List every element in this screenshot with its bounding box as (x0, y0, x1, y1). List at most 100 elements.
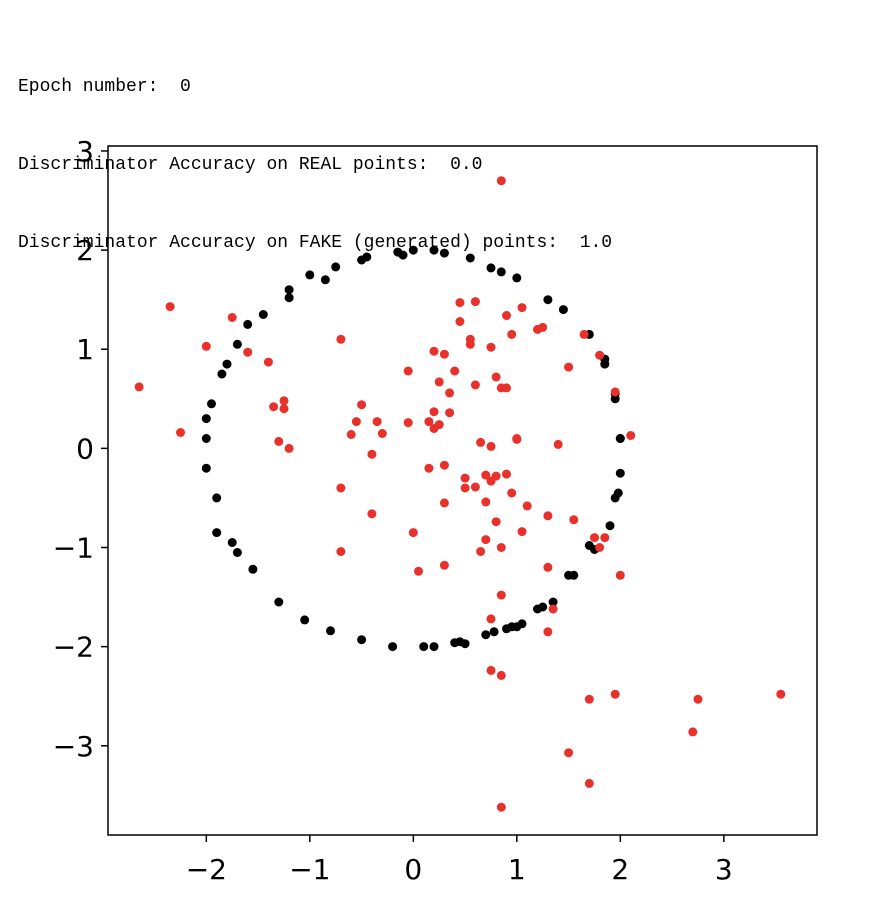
data-point-series-1 (346, 430, 356, 439)
data-point-series-1 (279, 396, 289, 406)
data-point-series-0 (326, 626, 335, 636)
data-point-series-1 (429, 346, 439, 356)
x-tick-label: 3 (715, 853, 733, 886)
data-point-series-1 (610, 689, 620, 699)
data-point-series-1 (414, 566, 423, 576)
data-point-series-1 (507, 329, 517, 339)
data-point-series-1 (403, 366, 413, 376)
data-point-series-1 (512, 434, 522, 444)
data-point-series-1 (336, 334, 346, 344)
data-point-series-1 (263, 357, 273, 367)
real-accuracy-line: Discriminator Accuracy on REAL points: 0… (18, 152, 612, 178)
y-tick-label: 1 (76, 333, 94, 366)
real-accuracy-label: Discriminator Accuracy on REAL points: (18, 155, 429, 175)
data-point-series-1 (351, 417, 361, 427)
data-point-series-1 (548, 604, 558, 614)
data-point-series-1 (429, 407, 439, 417)
x-tick-label: 1 (508, 853, 526, 886)
data-point-series-1 (476, 437, 486, 447)
data-point-series-0 (305, 270, 315, 280)
data-point-series-0 (486, 263, 496, 273)
data-point-series-1 (496, 590, 506, 600)
data-point-series-0 (419, 642, 429, 652)
data-point-series-1 (584, 694, 594, 704)
data-point-series-0 (460, 639, 470, 649)
data-point-series-1 (372, 417, 382, 427)
data-point-series-0 (600, 359, 610, 369)
data-point-series-1 (279, 404, 289, 414)
data-point-series-0 (533, 604, 542, 614)
data-point-series-0 (201, 463, 211, 473)
data-point-series-1 (564, 362, 574, 372)
x-tick-label: 2 (611, 853, 629, 886)
data-point-series-1 (491, 372, 501, 382)
data-point-series-0 (207, 399, 216, 409)
data-point-series-1 (502, 311, 511, 320)
data-point-series-1 (434, 420, 444, 430)
data-point-series-1 (470, 482, 480, 492)
data-point-series-1 (134, 382, 144, 392)
data-point-series-1 (274, 436, 284, 446)
data-point-series-0 (429, 642, 439, 652)
data-point-series-0 (212, 493, 222, 503)
data-point-series-0 (388, 642, 398, 652)
data-point-series-0 (201, 434, 211, 443)
data-point-series-0 (357, 635, 367, 645)
epoch-value: 0 (180, 77, 191, 97)
data-point-series-1 (336, 547, 346, 556)
data-point-series-1 (590, 533, 599, 543)
data-point-series-0 (517, 619, 527, 629)
data-point-series-0 (613, 488, 623, 498)
data-point-series-0 (489, 627, 499, 637)
data-point-series-1 (486, 665, 496, 675)
data-point-series-1 (439, 349, 449, 359)
data-point-series-1 (776, 689, 786, 699)
data-point-series-1 (502, 383, 511, 393)
data-point-series-1 (615, 570, 625, 580)
data-point-series-1 (445, 408, 455, 418)
data-point-series-0 (212, 528, 222, 538)
data-point-series-1 (284, 443, 294, 453)
data-point-series-0 (284, 293, 294, 303)
epoch-label: Epoch number: (18, 77, 159, 97)
data-point-series-0 (217, 369, 227, 379)
data-point-series-1 (445, 388, 455, 398)
data-point-series-0 (496, 267, 506, 277)
data-point-series-1 (579, 329, 589, 339)
fake-accuracy-label: Discriminator Accuracy on FAKE (generate… (18, 233, 559, 253)
data-point-series-1 (538, 322, 548, 332)
data-point-series-1 (408, 528, 418, 538)
data-point-series-0 (284, 285, 294, 295)
data-point-series-0 (232, 548, 242, 557)
data-point-series-1 (176, 428, 185, 437)
y-tick-label: −1 (53, 532, 94, 565)
data-point-series-1 (486, 614, 496, 624)
y-tick-label: −2 (53, 631, 94, 664)
fake-accuracy-line: Discriminator Accuracy on FAKE (generate… (18, 230, 612, 256)
ticks-layer: −2 −1 0 1 2 3 −3 −2 −1 0 1 2 3 (53, 135, 733, 886)
epoch-line: Epoch number: 0 (18, 74, 612, 100)
data-point-series-1 (517, 527, 527, 537)
data-point-series-1 (496, 802, 506, 812)
y-tick-label: 3 (76, 135, 94, 168)
data-point-series-1 (507, 488, 517, 498)
y-tick-label: 2 (76, 234, 94, 267)
data-point-series-1 (693, 694, 703, 704)
data-point-series-0 (481, 630, 491, 640)
data-point-series-0 (331, 262, 341, 272)
data-point-series-1 (434, 377, 444, 387)
console-output: Epoch number: 0 Discriminator Accuracy o… (18, 22, 612, 282)
data-point-series-1 (455, 298, 465, 308)
data-point-series-0 (300, 615, 310, 625)
data-point-series-1 (543, 627, 553, 637)
x-tick-label: −2 (186, 853, 227, 886)
data-point-series-0 (258, 310, 268, 319)
data-point-series-1 (460, 483, 470, 493)
data-point-series-1 (496, 176, 506, 186)
data-point-series-0 (201, 414, 211, 424)
data-point-series-1 (626, 431, 636, 440)
data-point-series-1 (481, 497, 491, 507)
data-point-series-0 (610, 394, 620, 404)
data-point-series-0 (548, 597, 558, 607)
